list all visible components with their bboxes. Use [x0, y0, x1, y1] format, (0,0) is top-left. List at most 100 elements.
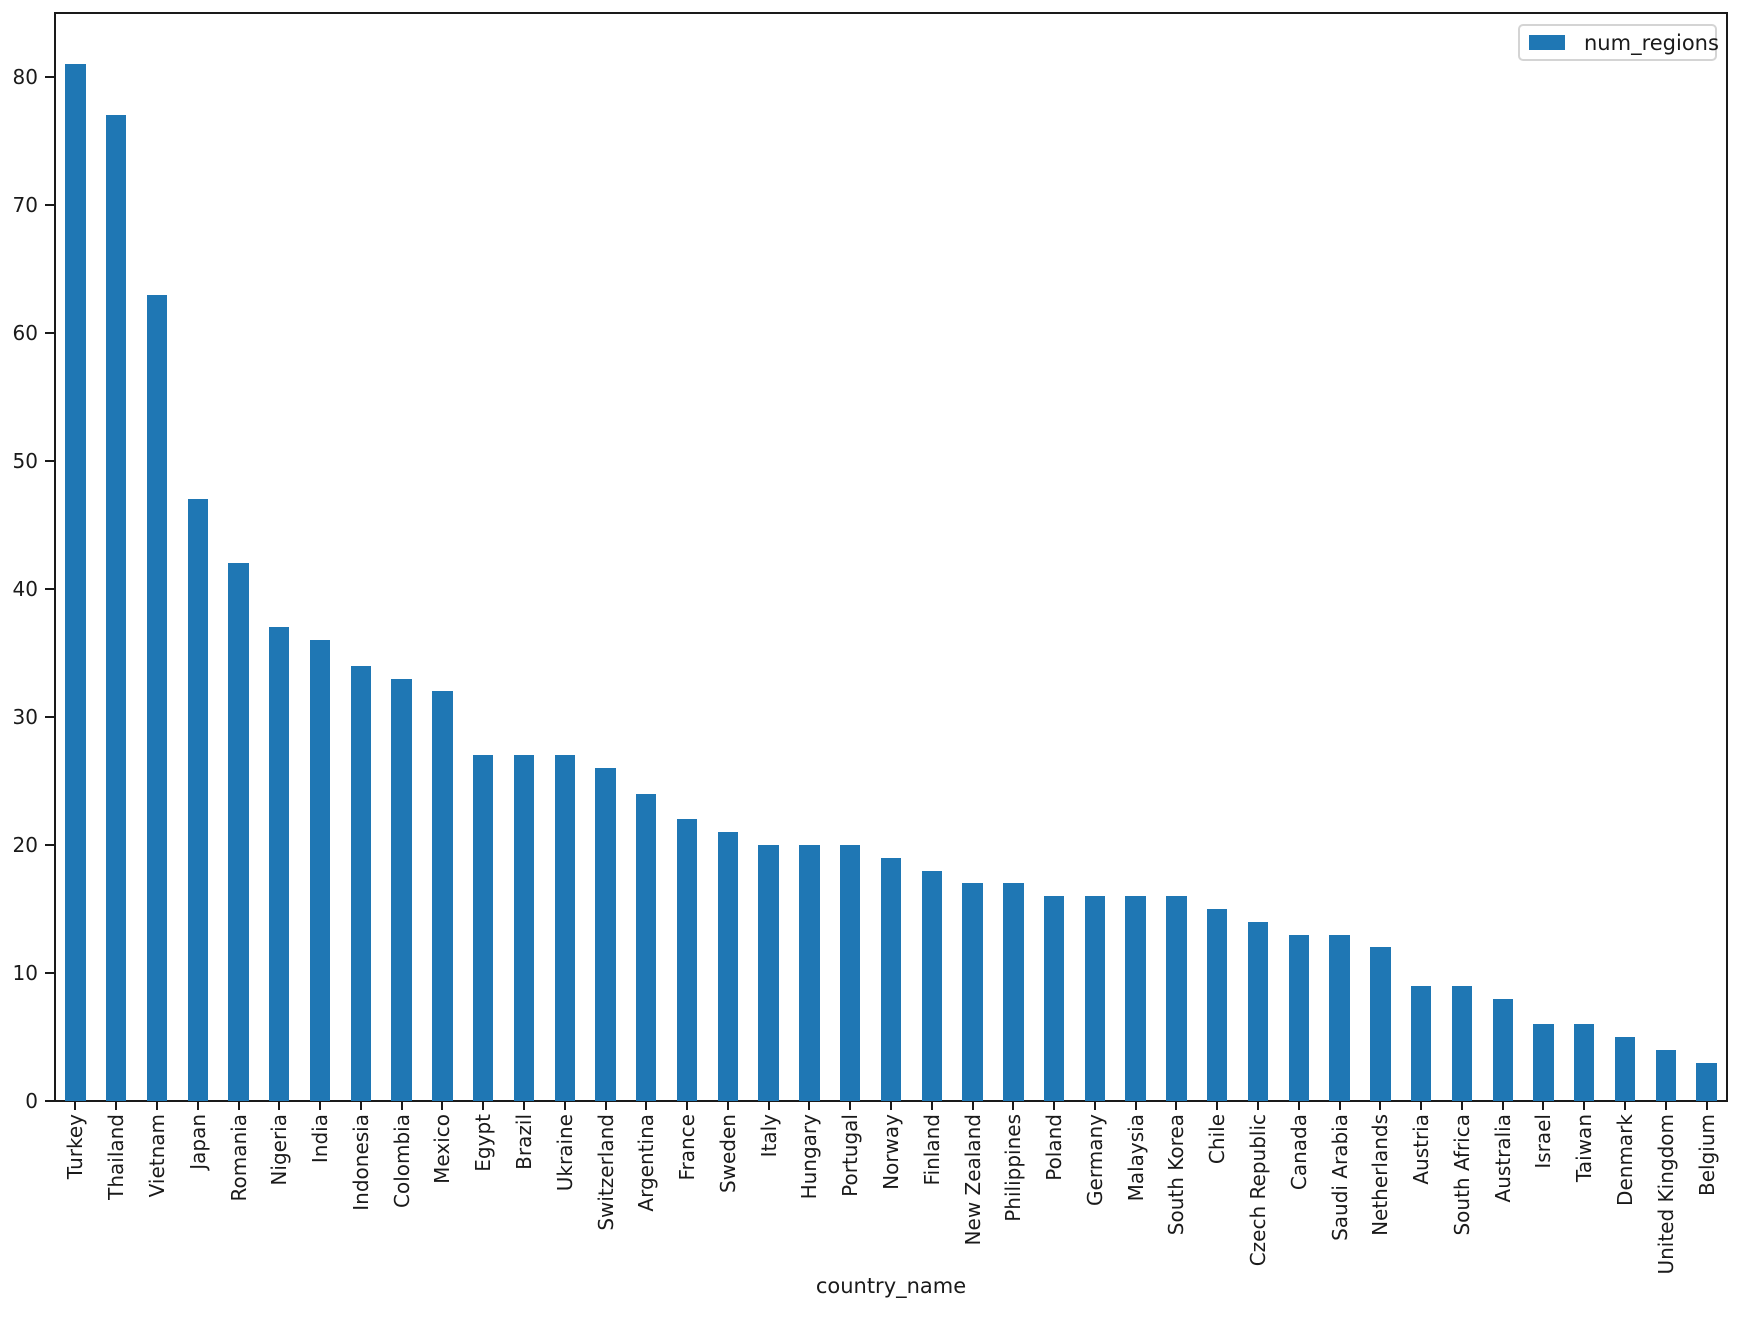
y-tick-mark — [45, 204, 54, 206]
bar — [636, 793, 657, 1101]
x-tick-mark — [604, 1101, 607, 1110]
x-tick-label: New Zealand — [960, 1114, 985, 1246]
bar — [269, 627, 290, 1101]
bar — [1084, 896, 1106, 1101]
x-tick-label: Romania — [226, 1114, 251, 1202]
x-tick-mark — [686, 1101, 689, 1110]
x-tick-label: South Korea — [1164, 1114, 1189, 1236]
x-tick-label: Finland — [919, 1114, 944, 1186]
bar — [1655, 1049, 1676, 1101]
bar — [921, 870, 942, 1101]
x-tick-mark — [1583, 1101, 1586, 1110]
x-tick-label: Brazil — [511, 1114, 536, 1170]
x-tick-mark — [1705, 1101, 1708, 1110]
x-tick-label: Chile — [1205, 1114, 1230, 1165]
x-tick-mark — [645, 1101, 648, 1110]
x-tick-label: Ukraine — [552, 1114, 577, 1192]
x-tick-label: Japan — [185, 1114, 210, 1170]
x-tick-mark — [930, 1101, 933, 1110]
bar — [1003, 883, 1024, 1101]
x-tick-mark — [1297, 1101, 1300, 1110]
legend-color-swatch — [1529, 35, 1565, 50]
x-tick-label: South Africa — [1449, 1114, 1474, 1236]
x-tick-label: Poland — [1042, 1114, 1067, 1181]
x-tick-mark — [522, 1101, 525, 1110]
x-tick-label: Netherlands — [1368, 1114, 1393, 1236]
x-tick-mark — [400, 1101, 403, 1110]
bar — [350, 665, 372, 1101]
x-tick-mark — [1012, 1101, 1015, 1110]
x-tick-mark — [359, 1101, 362, 1110]
bar — [105, 115, 127, 1101]
x-tick-label: Israel — [1531, 1114, 1556, 1169]
x-tick-mark — [1460, 1101, 1463, 1110]
x-tick-label: Vietnam — [144, 1114, 169, 1198]
x-tick-label: Hungary — [797, 1114, 822, 1200]
bar — [1247, 921, 1269, 1101]
bar — [554, 755, 575, 1101]
y-tick-label: 30 — [12, 705, 38, 729]
x-tick-mark — [1053, 1101, 1056, 1110]
bar — [1574, 1024, 1595, 1101]
bar — [1614, 1037, 1636, 1101]
x-tick-mark — [1338, 1101, 1341, 1110]
x-tick-label: Nigeria — [267, 1114, 292, 1186]
x-tick-label: Saudi Arabia — [1327, 1114, 1352, 1241]
x-tick-label: Italy — [756, 1114, 781, 1158]
bar — [1288, 934, 1309, 1101]
x-tick-label: France — [675, 1114, 700, 1181]
bar — [799, 845, 820, 1101]
x-tick-label: Thailand — [104, 1114, 129, 1200]
bar — [717, 832, 739, 1101]
bar — [676, 819, 698, 1101]
bar — [595, 768, 616, 1101]
bar — [880, 857, 902, 1101]
x-tick-mark — [808, 1101, 811, 1110]
x-tick-mark — [74, 1101, 77, 1110]
bar — [513, 755, 535, 1101]
x-tick-mark — [155, 1101, 158, 1110]
x-tick-label: Sweden — [715, 1114, 740, 1194]
y-tick-mark — [45, 716, 54, 718]
bar — [1696, 1062, 1717, 1101]
x-tick-mark — [1624, 1101, 1627, 1110]
x-tick-label: Mexico — [430, 1114, 455, 1184]
bar — [391, 678, 412, 1101]
x-tick-label: Egypt — [471, 1114, 496, 1172]
x-tick-mark — [196, 1101, 199, 1110]
bar — [1533, 1024, 1554, 1101]
x-tick-label: Australia — [1490, 1114, 1515, 1203]
x-tick-mark — [1216, 1101, 1219, 1110]
x-tick-label: Switzerland — [593, 1114, 618, 1231]
x-tick-mark — [1664, 1101, 1667, 1110]
bar — [758, 845, 779, 1101]
x-axis-title: country_name — [815, 1274, 967, 1298]
y-tick-label: 20 — [12, 833, 38, 857]
bar — [962, 883, 983, 1101]
x-tick-label: Malaysia — [1123, 1114, 1148, 1202]
bar — [1043, 896, 1065, 1101]
y-tick-label: 80 — [12, 65, 38, 89]
bar — [1370, 947, 1391, 1101]
y-tick-label: 60 — [12, 321, 38, 345]
bar — [1451, 985, 1473, 1101]
x-tick-label: Germany — [1082, 1114, 1107, 1206]
bar — [65, 64, 86, 1101]
legend: num_regions — [1518, 24, 1719, 61]
x-tick-label: Portugal — [838, 1114, 863, 1197]
y-tick-mark — [45, 460, 54, 462]
x-tick-mark — [971, 1101, 974, 1110]
bar — [840, 845, 861, 1101]
x-tick-mark — [115, 1101, 118, 1110]
y-tick-label: 10 — [12, 961, 38, 985]
x-tick-mark — [1134, 1101, 1137, 1110]
bar — [1492, 998, 1513, 1101]
y-tick-label: 70 — [12, 193, 38, 217]
x-tick-mark — [441, 1101, 444, 1110]
x-tick-label: Austria — [1409, 1114, 1434, 1185]
x-tick-mark — [319, 1101, 322, 1110]
bar — [146, 294, 168, 1101]
y-tick-mark — [45, 588, 54, 590]
x-tick-label: Taiwan — [1572, 1114, 1597, 1183]
